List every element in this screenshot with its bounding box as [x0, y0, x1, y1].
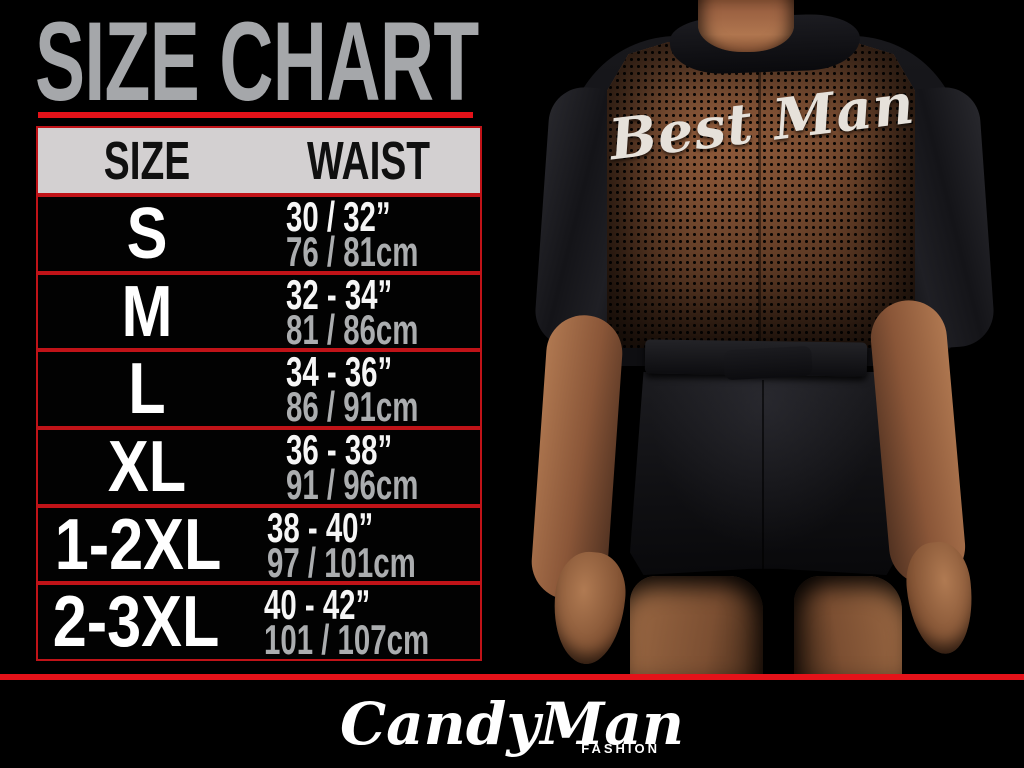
- waist-values: 40 - 42” 101 / 107cm: [234, 581, 500, 664]
- model-hand-right: [902, 538, 978, 658]
- robe-belt-knot: [723, 345, 813, 381]
- model-thigh-right: [794, 576, 902, 674]
- waist-cm: 81 / 86cm: [286, 305, 419, 353]
- waist-cm: 86 / 91cm: [286, 383, 419, 431]
- model-neck: [698, 0, 794, 52]
- brand-wrap: CandyMan FASHION: [340, 695, 684, 756]
- title-underline: [38, 112, 473, 118]
- size-table: SIZE WAIST S 30 / 32” 76 / 81cm M 32 - 3…: [36, 126, 482, 663]
- header-size: SIZE: [103, 130, 191, 191]
- waist-cm: 76 / 81cm: [286, 227, 419, 275]
- brand-logo: CandyMan FASHION: [0, 680, 1024, 768]
- size-label: 1-2XL: [54, 504, 222, 585]
- waist-values: 32 - 34” 81 / 86cm: [256, 270, 480, 353]
- waist-cm: 97 / 101cm: [267, 538, 417, 586]
- page-title: SIZE CHART: [35, 0, 479, 124]
- waist-inches: 38 - 40”: [267, 503, 374, 551]
- table-row: L 34 - 36” 86 / 91cm: [36, 348, 482, 431]
- product-photo: Best Man: [512, 0, 1024, 674]
- table-row: 1-2XL 38 - 40” 97 / 101cm: [36, 503, 482, 586]
- header-waist: WAIST: [306, 130, 430, 191]
- brand-name: CandyMan: [339, 690, 685, 758]
- robe-skirt-seam: [762, 380, 764, 570]
- size-label: 2-3XL: [52, 582, 220, 663]
- size-label: L: [128, 349, 166, 430]
- size-label: M: [121, 271, 173, 352]
- waist-inches: 30 / 32”: [286, 192, 391, 240]
- waist-values: 34 - 36” 86 / 91cm: [256, 348, 480, 431]
- footer-divider: [0, 674, 1024, 680]
- table-row: S 30 / 32” 76 / 81cm: [36, 195, 482, 273]
- waist-inches: 36 - 38”: [286, 425, 393, 473]
- waist-cm: 101 / 107cm: [264, 616, 430, 664]
- table-row: M 32 - 34” 81 / 86cm: [36, 270, 482, 353]
- waist-values: 30 / 32” 76 / 81cm: [256, 192, 480, 275]
- mesh-center-seam: [758, 60, 761, 345]
- robe-skirt: [630, 372, 900, 575]
- size-label: S: [126, 193, 168, 274]
- waist-cm: 91 / 96cm: [286, 460, 419, 508]
- table-row: XL 36 - 38” 91 / 96cm: [36, 428, 482, 506]
- table-header: SIZE WAIST: [36, 126, 482, 195]
- waist-values: 36 - 38” 91 / 96cm: [256, 425, 480, 508]
- mesh-back-panel: [607, 42, 915, 348]
- size-label: XL: [107, 426, 187, 507]
- waist-inches: 32 - 34”: [286, 270, 393, 318]
- waist-inches: 40 - 42”: [264, 581, 371, 629]
- brand-tagline: FASHION: [581, 741, 661, 756]
- waist-inches: 34 - 36”: [286, 348, 393, 396]
- table-row: 2-3XL 40 - 42” 101 / 107cm: [36, 582, 482, 663]
- waist-values: 38 - 40” 97 / 101cm: [237, 503, 480, 586]
- model-thigh-left: [630, 576, 763, 674]
